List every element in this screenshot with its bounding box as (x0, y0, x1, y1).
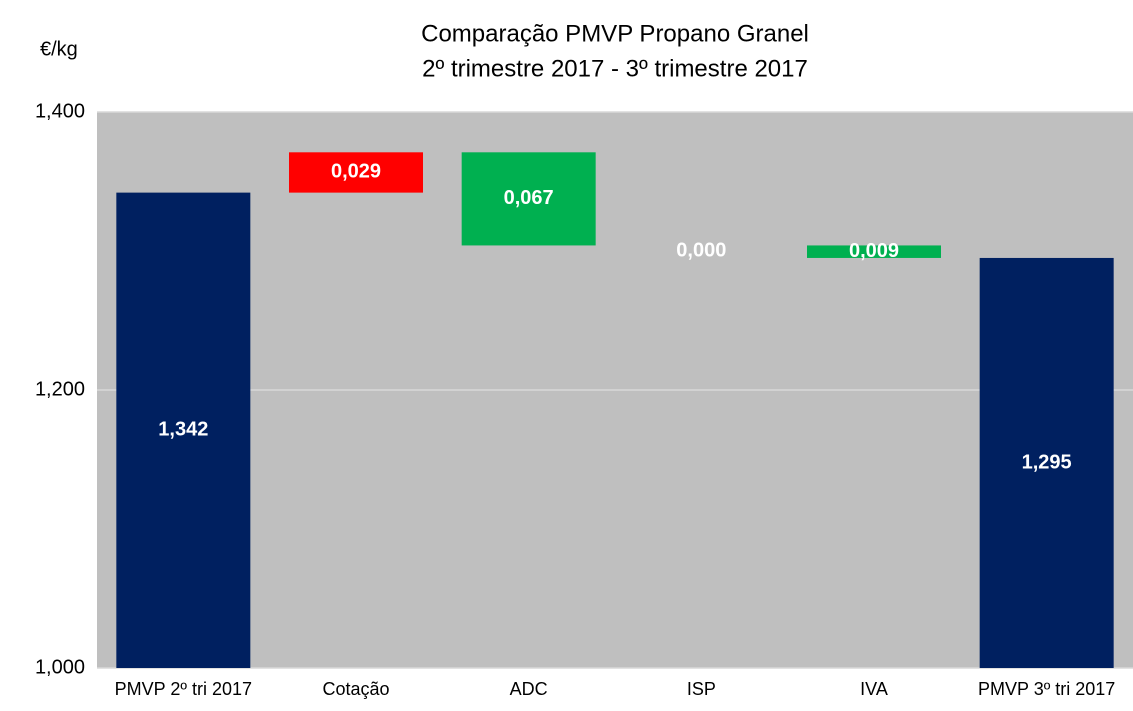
chart-subtitle: 2º trimestre 2017 - 3º trimestre 2017 (422, 55, 808, 82)
y-tick-label: 1,000 (35, 656, 85, 678)
bar (979, 257, 1114, 668)
x-tick-label: ADC (510, 679, 548, 699)
bar (289, 152, 423, 193)
y-tick-label: 1,200 (35, 378, 85, 400)
x-tick-label: Cotação (322, 679, 389, 699)
x-tick-label: PMVP 3º tri 2017 (978, 679, 1115, 699)
data-label: 0,067 (504, 187, 554, 209)
bar (116, 192, 251, 668)
data-label: 1,295 (1022, 451, 1072, 473)
bar (461, 152, 596, 246)
data-label: 0,009 (849, 240, 899, 262)
chart-title: Comparação PMVP Propano Granel (421, 20, 809, 47)
y-axis-label: €/kg (40, 38, 78, 60)
data-label: 0,029 (331, 161, 381, 183)
y-tick-label: 1,400 (35, 100, 85, 122)
x-tick-label: ISP (687, 679, 716, 699)
x-tick-label: IVA (860, 679, 888, 699)
x-tick-label: PMVP 2º tri 2017 (115, 679, 252, 699)
data-label: 1,342 (158, 419, 208, 441)
data-label: 0,000 (676, 240, 726, 262)
bar (807, 245, 941, 258)
